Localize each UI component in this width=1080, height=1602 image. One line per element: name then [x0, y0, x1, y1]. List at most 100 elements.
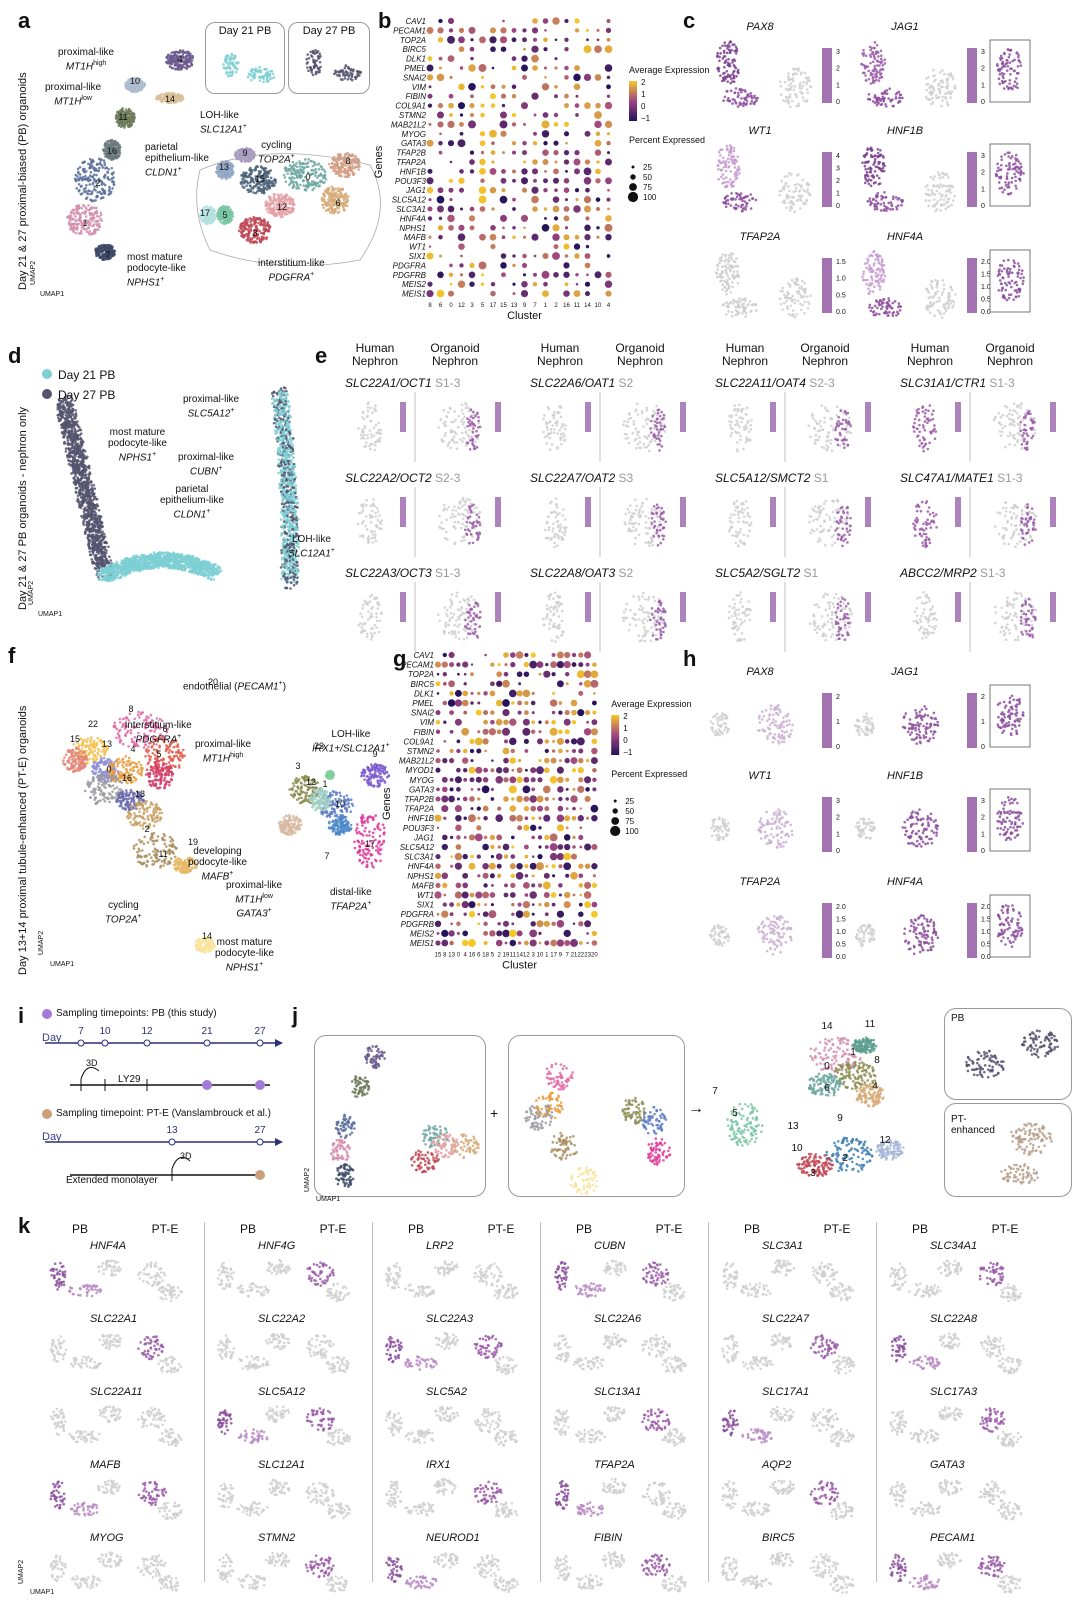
- dot: [484, 749, 487, 753]
- dot: [544, 901, 550, 908]
- dot: [455, 824, 462, 832]
- dot: [490, 883, 494, 887]
- dot: [552, 252, 560, 260]
- colorbar-tick: 3: [981, 153, 985, 160]
- k-pte-cells2: [157, 1355, 183, 1374]
- dot: [573, 243, 581, 250]
- axis-k-umap1: UMAP1: [30, 1589, 54, 1596]
- dot: [489, 892, 496, 898]
- k-feature-SLC22A3: [385, 1331, 518, 1375]
- k-feature-STMN2: [216, 1551, 348, 1593]
- dot: [501, 168, 506, 174]
- k-gene-MAFB: MAFB: [90, 1459, 121, 1471]
- dot: [441, 795, 449, 803]
- dot: [557, 786, 564, 793]
- cluster-number-5: 5: [156, 749, 161, 759]
- dot: [427, 168, 433, 174]
- dot: [480, 103, 485, 108]
- dot: [523, 47, 526, 51]
- dot: [447, 120, 455, 129]
- dot: [573, 83, 581, 91]
- dot: [516, 767, 523, 774]
- dot: [607, 188, 610, 192]
- cluster-c4: [165, 49, 195, 72]
- colorbar-tick: 1: [981, 831, 985, 838]
- feature-cells2-HNF1B: [866, 191, 905, 212]
- dot: [441, 910, 449, 918]
- dot: [500, 27, 507, 34]
- dot: [536, 795, 544, 803]
- dot: [475, 709, 482, 716]
- dot: [447, 699, 456, 707]
- dot: [476, 806, 481, 811]
- j-inset-pb-cells2: [1020, 1029, 1059, 1059]
- dot: [517, 710, 522, 715]
- label-a-interstitium: interstitium-like PDGFRA+: [258, 258, 325, 283]
- dot: [447, 55, 455, 63]
- dot: [501, 272, 506, 278]
- dot: [531, 720, 536, 725]
- k-pb-cells2: [576, 1573, 604, 1590]
- dot: [515, 910, 524, 919]
- cluster-number-8: 8: [128, 704, 133, 714]
- dot: [457, 672, 460, 676]
- colorbar-tick: 0: [981, 99, 985, 106]
- feature-bg-HNF1B: [924, 171, 956, 213]
- dot: [468, 766, 476, 774]
- legend-d-day21: Day 21 PB: [42, 368, 115, 382]
- dot: [462, 748, 468, 754]
- colorbar: [495, 497, 501, 527]
- dot: [565, 873, 570, 878]
- dot: [479, 36, 486, 44]
- k-feature-LRP2: [385, 1260, 519, 1300]
- colorbar-tick: 1.5: [981, 272, 991, 279]
- interstitium-outline: [196, 153, 381, 267]
- label-a-cycling: cycling TOP2A+: [258, 140, 295, 165]
- dot: [556, 651, 564, 659]
- k-gene-BIRC5: BIRC5: [762, 1532, 794, 1544]
- dot: [436, 931, 440, 935]
- axis-d-umap1: UMAP1: [38, 611, 62, 618]
- dot: [500, 46, 507, 52]
- dot: [604, 223, 613, 232]
- panel-letter-g: g: [393, 648, 406, 670]
- feature-cells-JAG1: [860, 41, 887, 85]
- i-pte-3d: 3D: [180, 1151, 192, 1161]
- dot: [533, 131, 537, 136]
- dot: [553, 122, 559, 127]
- k-pb-cells: [49, 1480, 66, 1510]
- colorbar: [822, 48, 832, 103]
- cluster-c1: [65, 204, 103, 236]
- axis-a-umap2: UMAP2: [30, 261, 37, 285]
- k-col-pte: PT-E: [481, 1222, 521, 1236]
- dot: [491, 207, 495, 211]
- dot: [463, 836, 467, 839]
- legend-tick: 0: [623, 736, 628, 745]
- legend-tick: 2: [623, 712, 628, 721]
- dot: [483, 767, 489, 773]
- dot: [590, 679, 599, 688]
- dot: [462, 930, 469, 937]
- cluster-number-12: 12: [277, 202, 287, 212]
- dot: [490, 855, 494, 859]
- dot: [594, 74, 602, 81]
- k-col-pte: PT-E: [985, 1222, 1025, 1236]
- dot: [434, 920, 442, 928]
- y-axis-label: Genes: [381, 787, 393, 820]
- dot: [583, 728, 592, 736]
- dot: [443, 740, 447, 743]
- cluster-c7: [94, 243, 117, 262]
- cluster-c0: [282, 158, 328, 192]
- k-pb-int: [97, 1479, 121, 1495]
- gene-label-MAFB: MAFB: [412, 881, 435, 890]
- dot: [586, 28, 589, 32]
- k-feature-PECAM1: [889, 1551, 1022, 1594]
- dot: [517, 825, 523, 831]
- dot: [484, 653, 487, 657]
- gene-label-SLC5A12: SLC5A12: [400, 843, 435, 852]
- cluster-tick-21: 21: [571, 953, 578, 959]
- dot: [577, 767, 584, 774]
- dot: [463, 710, 468, 715]
- dot: [454, 718, 462, 726]
- k-col-pb: PB: [396, 1222, 436, 1236]
